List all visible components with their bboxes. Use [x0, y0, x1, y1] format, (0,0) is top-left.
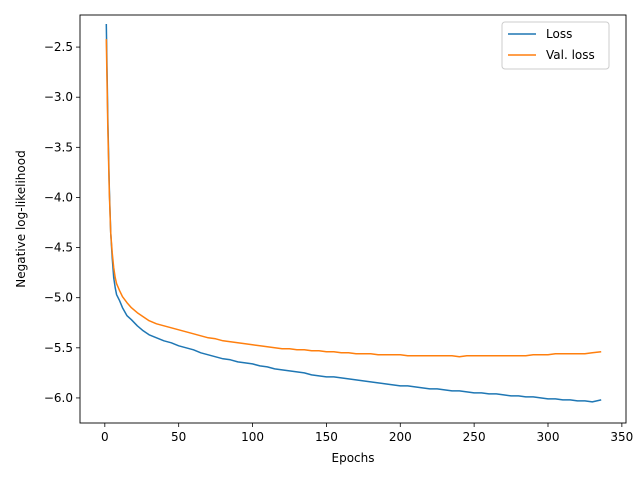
x-tick-label: 150	[315, 430, 338, 444]
x-tick-label: 0	[101, 430, 109, 444]
y-tick-label: −3.5	[44, 140, 73, 154]
series-line-loss	[105, 23, 602, 403]
y-tick-label: −5.0	[44, 291, 73, 305]
x-tick-label: 50	[171, 430, 186, 444]
x-tick-label: 300	[537, 430, 560, 444]
y-tick-label: −4.0	[44, 190, 73, 204]
y-axis-label: Negative log-likelihood	[14, 150, 28, 287]
y-tick-label: −3.0	[44, 90, 73, 104]
legend-label-val-loss: Val. loss	[546, 48, 595, 62]
x-tick-label: 350	[610, 430, 633, 444]
x-tick-label: 250	[463, 430, 486, 444]
plot-frame	[79, 14, 627, 424]
x-tick-label: 200	[389, 430, 412, 444]
x-tick-label: 100	[241, 430, 264, 444]
y-tick-label: −5.5	[44, 341, 73, 355]
y-tick-label: −6.0	[44, 391, 73, 405]
plot-lines	[105, 23, 602, 403]
y-axis: −6.0 −5.5 −5.0 −4.5 −4.0 −3.5 −3.0 −2.5	[44, 40, 80, 405]
series-line-val-loss	[105, 39, 602, 358]
y-tick-label: −4.5	[44, 241, 73, 255]
x-axis-label: Epochs	[332, 451, 375, 465]
x-axis: 0 50 100 150 200 250 300 350	[101, 423, 633, 444]
legend: Loss Val. loss	[501, 21, 610, 70]
legend-label-loss: Loss	[546, 27, 572, 41]
y-tick-label: −2.5	[44, 40, 73, 54]
